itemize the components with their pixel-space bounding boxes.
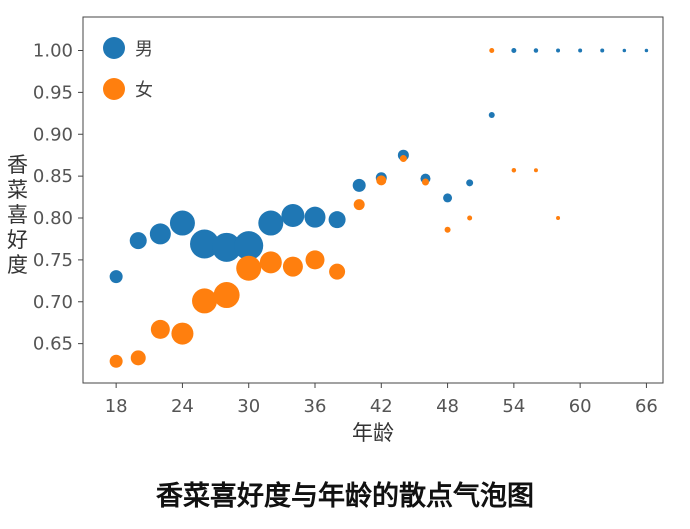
data-point (533, 48, 539, 53)
data-point (150, 319, 170, 339)
legend-label: 女 (135, 80, 153, 101)
data-point (236, 255, 262, 281)
data-point (109, 270, 123, 284)
data-point (259, 251, 282, 274)
data-point (511, 168, 517, 173)
legend: 男女 (103, 37, 153, 101)
data-point (353, 199, 365, 211)
x-tick-label: 24 (171, 396, 194, 417)
x-tick-label: 48 (436, 396, 459, 417)
data-point (234, 231, 264, 261)
x-tick-label: 66 (635, 396, 658, 417)
data-point (352, 178, 366, 192)
data-point (421, 178, 429, 186)
data-point (399, 155, 407, 163)
x-axis-label: 年龄 (352, 421, 394, 445)
series-male (109, 48, 649, 284)
data-point (169, 210, 195, 236)
x-tick-label: 42 (370, 396, 393, 417)
data-point (644, 48, 649, 53)
data-point (305, 250, 325, 270)
x-tick-label: 30 (237, 396, 260, 417)
data-point (281, 203, 305, 227)
legend-marker (103, 78, 125, 100)
data-point (171, 322, 194, 345)
y-axis-ticks: 0.65 0.70 0.75 0.80 0.85 0.90 0.95 1.00 (33, 41, 83, 355)
x-tick-label: 54 (502, 396, 525, 417)
data-point (556, 48, 561, 53)
data-point (190, 229, 220, 259)
data-point (467, 215, 473, 221)
data-point (130, 350, 146, 366)
x-tick-label: 36 (304, 396, 327, 417)
legend-label: 男 (135, 39, 153, 60)
data-point (149, 223, 171, 245)
series-female (109, 48, 561, 368)
data-point (578, 48, 583, 53)
data-point (282, 256, 303, 277)
x-tick-label: 60 (569, 396, 592, 417)
y-tick-label: 0.85 (33, 166, 73, 187)
data-point (328, 211, 346, 229)
data-point (212, 232, 242, 262)
data-point (376, 175, 387, 186)
data-point (213, 282, 240, 309)
plot-frame (82, 16, 664, 384)
data-point (489, 48, 495, 54)
data-point (329, 263, 346, 280)
y-tick-label: 0.70 (33, 292, 73, 313)
data-point (488, 111, 495, 118)
x-tick-label: 18 (105, 396, 128, 417)
data-point (622, 48, 627, 53)
y-axis-label: 香菜喜好度 (7, 153, 28, 277)
y-tick-label: 0.95 (33, 82, 73, 103)
bubbles-layer (109, 48, 649, 368)
y-tick-label: 0.65 (33, 334, 73, 355)
y-tick-label: 1.00 (33, 41, 73, 62)
data-point (444, 226, 451, 233)
data-point (258, 210, 284, 236)
data-point (109, 354, 123, 368)
data-point (443, 193, 453, 203)
x-axis-ticks: 18 24 30 36 42 48 54 60 66 (105, 383, 658, 417)
data-point (556, 216, 561, 221)
data-point (192, 288, 218, 314)
data-point (600, 48, 605, 53)
data-point (511, 48, 517, 54)
y-tick-label: 0.80 (33, 208, 73, 229)
data-point (304, 206, 326, 228)
y-tick-label: 0.75 (33, 250, 73, 271)
data-point (533, 168, 538, 173)
data-point (129, 232, 147, 250)
y-tick-label: 0.90 (33, 124, 73, 145)
legend-marker (103, 37, 125, 59)
data-point (466, 179, 474, 187)
chart-title: 香菜喜好度与年龄的散点气泡图 (156, 480, 534, 512)
